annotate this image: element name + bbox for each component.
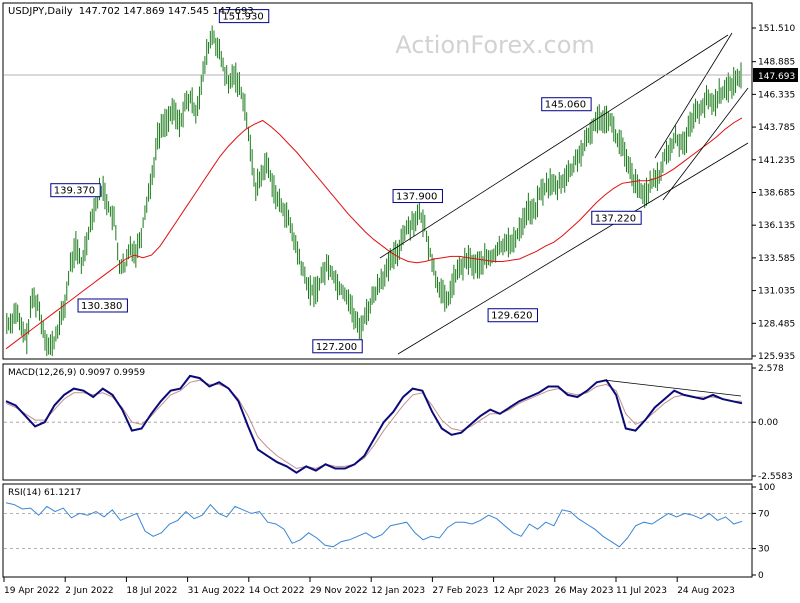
x-axis-label: 29 Nov 2022: [310, 586, 368, 596]
macd-signal-line: [5, 379, 742, 470]
pivot-label: 151.930: [222, 12, 263, 23]
price-axis-label: 143.785: [758, 123, 795, 133]
pivot-label: 139.370: [54, 186, 95, 197]
x-axis-label: 31 Aug 2022: [188, 586, 246, 596]
pivot-label: 129.620: [491, 311, 532, 322]
pivot-label-box: [541, 97, 592, 112]
rsi-line: [5, 502, 743, 548]
pivot-label-box: [312, 339, 363, 354]
watermark: ActionForex.com: [395, 31, 595, 59]
pivot-label-box: [487, 308, 538, 323]
x-axis-label: 12 Jan 2023: [371, 586, 425, 596]
macd-title: MACD(12,26,9) 0.9097 0.9959: [8, 368, 145, 378]
x-axis-label: 12 Apr 2023: [494, 586, 550, 596]
pivot-label: 145.060: [545, 100, 586, 111]
short-channel-lower-line: [662, 87, 749, 201]
rsi-axis-label: 100: [758, 483, 775, 493]
chart-header-symbol: USDJPY,Daily: [8, 6, 73, 17]
price-axis-label: 133.585: [758, 254, 795, 264]
pivot-label-box: [591, 210, 642, 225]
rsi-axis-label: 0: [758, 571, 764, 581]
rsi-title: RSI(14) 61.1217: [8, 488, 81, 498]
x-axis-label: 27 Feb 2023: [432, 586, 488, 596]
x-axis-label: 11 Jul 2023: [616, 586, 667, 596]
rsi-axis-label: 30: [758, 545, 770, 555]
chart-header: USDJPY,Daily 147.702 147.869 147.545 147.…: [8, 6, 254, 17]
x-axis-label: 24 Aug 2023: [677, 586, 735, 596]
x-axis-label: 19 Apr 2022: [4, 586, 60, 596]
x-axis-label: 14 Oct 2022: [249, 586, 305, 596]
rsi-panel-frame: [2, 483, 753, 578]
pivot-label-box: [392, 189, 443, 204]
price-axis-label: 148.885: [758, 58, 795, 68]
price-axis-label: 146.335: [758, 90, 795, 100]
rsi-axis-label: 70: [758, 509, 770, 519]
macd-line: [5, 374, 743, 474]
macd-axis-label: 0.00: [758, 418, 778, 428]
price-axis-label: 131.035: [758, 287, 795, 297]
price-axis-label: 136.135: [758, 221, 795, 231]
price-axis-label: 125.935: [758, 352, 795, 362]
pivot-label-box: [77, 298, 128, 313]
pivot-label-box: [50, 183, 101, 198]
chart-header-ohlc: 147.702 147.869 147.545 147.693: [79, 6, 254, 17]
price-axis-label: 138.685: [758, 188, 795, 198]
pivot-label: 137.220: [595, 213, 636, 224]
channel-lower-line: [397, 142, 749, 355]
pivot-label: 137.900: [396, 192, 437, 203]
pivot-label-box: [218, 9, 270, 24]
price-axis-label: 128.485: [758, 319, 795, 329]
x-axis-label: 26 May 2023: [555, 586, 614, 596]
price-axis-label: 151.510: [758, 24, 795, 34]
macd-axis-label: -2.5583: [758, 472, 793, 482]
short-channel-upper-line: [654, 32, 733, 159]
macd-trend-line: [603, 379, 742, 397]
pivot-label: 127.200: [316, 342, 357, 353]
x-axis-label: 2 Jun 2022: [65, 586, 113, 596]
macd-axis-label: 2.578: [758, 364, 784, 374]
price-axis-label: 141.235: [758, 156, 795, 166]
pivot-label: 130.380: [81, 301, 122, 312]
current-price-marker: [753, 68, 798, 82]
moving-average-line: [5, 117, 743, 350]
x-axis-label: 18 Jul 2022: [126, 586, 177, 596]
current-price-label: 147.693: [758, 72, 795, 82]
channel-upper-line: [379, 34, 729, 259]
